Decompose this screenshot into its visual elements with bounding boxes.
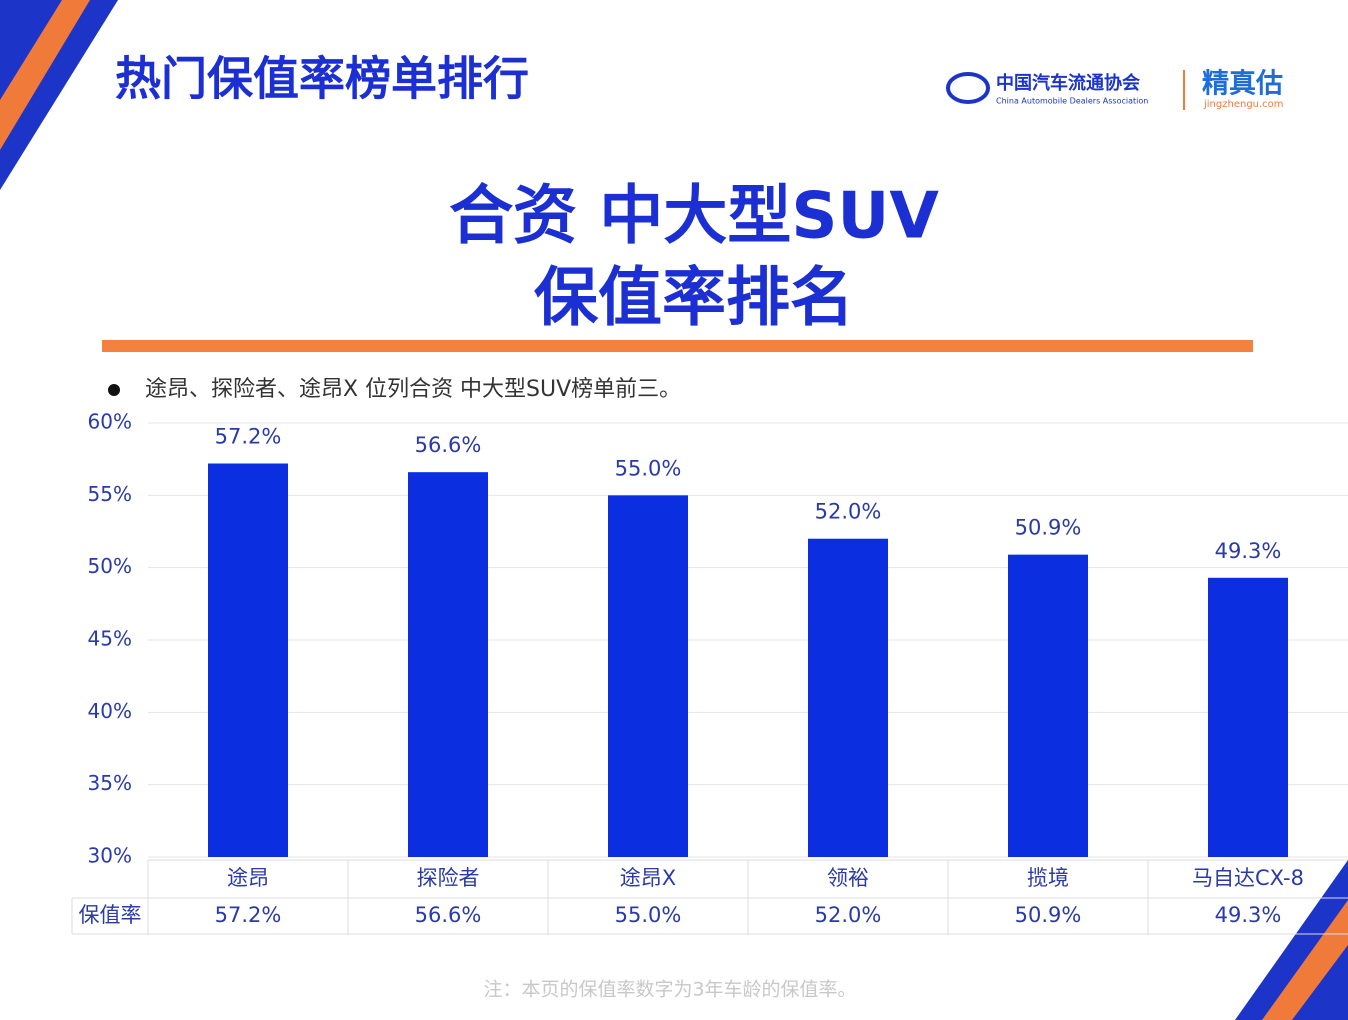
corner-stripe bbox=[0, 0, 62, 100]
y-tick-label: 35% bbox=[88, 771, 132, 795]
bullet bbox=[108, 384, 120, 396]
table-value: 49.3% bbox=[1215, 903, 1282, 927]
x-tick-label: 途昂X bbox=[620, 866, 676, 890]
data-label: 56.6% bbox=[415, 433, 482, 457]
chart-title: 保值率排名 bbox=[534, 262, 854, 336]
x-tick-label: 探险者 bbox=[417, 866, 480, 890]
bar bbox=[1208, 577, 1288, 857]
table-value: 52.0% bbox=[815, 903, 882, 927]
title-underline bbox=[102, 340, 1253, 352]
y-tick-label: 30% bbox=[88, 844, 132, 868]
table-value: 56.6% bbox=[415, 903, 482, 927]
brand-url: jingzhengu.com bbox=[1203, 99, 1284, 110]
header-title: 热门保值率榜单排行 bbox=[115, 52, 529, 106]
note: 途昂、探险者、途昂X 位列合资 中大型SUV榜单前三。 bbox=[145, 377, 681, 402]
bar bbox=[408, 472, 488, 857]
data-label: 55.0% bbox=[615, 456, 682, 480]
data-label: 49.3% bbox=[1215, 539, 1282, 563]
table-value: 55.0% bbox=[615, 903, 682, 927]
logo-cn: 中国汽车流通协会 bbox=[996, 72, 1140, 94]
corner-stripe bbox=[1292, 945, 1348, 1020]
x-tick-label: 揽境 bbox=[1027, 866, 1069, 890]
y-tick-label: 40% bbox=[88, 699, 132, 723]
data-label: 50.9% bbox=[1015, 516, 1082, 540]
bar bbox=[808, 538, 888, 857]
y-tick-label: 60% bbox=[88, 410, 132, 434]
x-tick-label: 领裕 bbox=[827, 866, 869, 890]
data-label: 52.0% bbox=[815, 500, 882, 524]
logo-en: China Automobile Dealers Association bbox=[996, 97, 1148, 106]
bar bbox=[608, 495, 688, 857]
footnote: 注：本页的保值率数字为3年车龄的保值率。 bbox=[483, 979, 856, 1001]
y-tick-label: 55% bbox=[88, 482, 132, 506]
bar bbox=[1008, 554, 1088, 857]
table-row-header: 保值率 bbox=[79, 903, 142, 927]
table-value: 57.2% bbox=[215, 903, 282, 927]
x-tick-label: 马自达CX-8 bbox=[1192, 866, 1304, 890]
table-value: 50.9% bbox=[1015, 903, 1082, 927]
y-tick-label: 45% bbox=[88, 627, 132, 651]
x-tick-label: 途昂 bbox=[227, 866, 269, 890]
logo-icon bbox=[946, 72, 990, 104]
data-label: 57.2% bbox=[215, 425, 282, 449]
chart-title: 合资 中大型SUV bbox=[449, 180, 939, 254]
y-tick-label: 50% bbox=[88, 554, 132, 578]
bar bbox=[208, 463, 288, 857]
brand: 精真估 bbox=[1202, 69, 1283, 100]
